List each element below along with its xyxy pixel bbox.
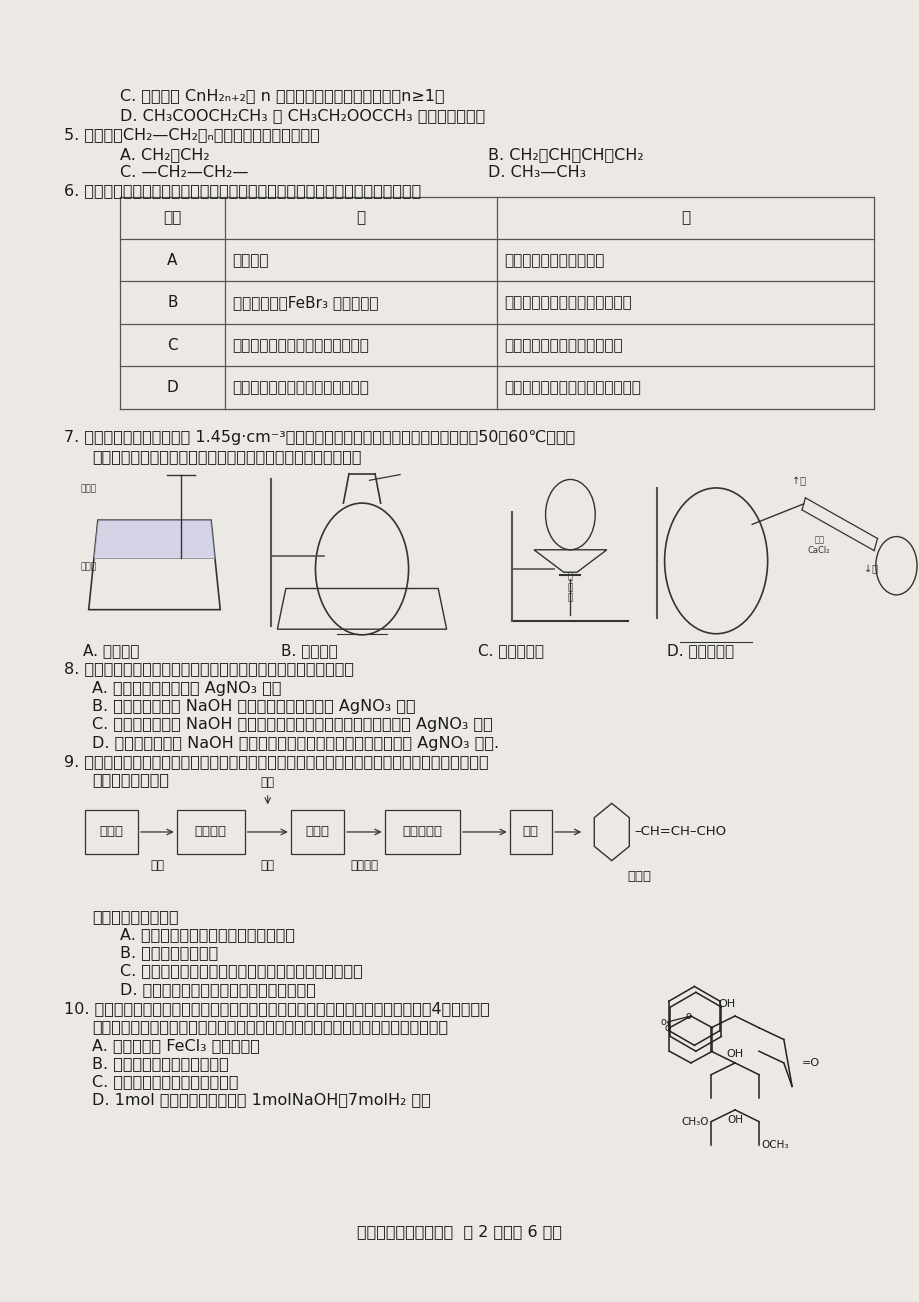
Text: 浓硫酸: 浓硫酸 [81, 562, 96, 572]
Text: OH: OH [726, 1049, 743, 1060]
Text: 鬼臼毒素具有抗肿瘤、抗菌、抗病毒等作用，分子结构如图所示，下列说法错误的是: 鬼臼毒素具有抗肿瘤、抗菌、抗病毒等作用，分子结构如图所示，下列说法错误的是 [92, 1019, 448, 1035]
Text: D: D [166, 380, 178, 395]
Text: 乙醇: 乙醇 [260, 776, 275, 789]
Text: 肉桂皮粉: 肉桂皮粉 [195, 825, 226, 838]
Text: B. 硝化反应: B. 硝化反应 [280, 643, 337, 659]
Text: CH₃O: CH₃O [680, 1117, 708, 1126]
Text: o: o [660, 1017, 666, 1027]
Text: A. CH₂＝CH₂: A. CH₂＝CH₂ [119, 147, 209, 163]
Text: OH: OH [726, 1115, 743, 1125]
Text: 肉桂皮: 肉桂皮 [99, 825, 123, 838]
Text: –CH=CH–CHO: –CH=CH–CHO [634, 825, 726, 838]
Text: o: o [685, 1012, 691, 1021]
Text: 8. 为了检验某氯代烃中的氯元素，现进行如下操作，其中合理的是: 8. 为了检验某氯代烃中的氯元素，现进行如下操作，其中合理的是 [64, 661, 354, 677]
Text: ↓水: ↓水 [863, 564, 877, 574]
Text: 乙醇在灼热铜丝存在下与氧气反应: 乙醇在灼热铜丝存在下与氧气反应 [504, 380, 641, 395]
Text: 肉桂油: 肉桂油 [305, 825, 329, 838]
Text: B: B [167, 296, 177, 310]
Text: A. 该有机物遇 FeCl₃ 溶液显紫色: A. 该有机物遇 FeCl₃ 溶液显紫色 [92, 1038, 259, 1053]
Text: A. 取氯代烃少许，加入 AgNO₃ 溶液: A. 取氯代烃少许，加入 AgNO₃ 溶液 [92, 681, 281, 697]
Text: OH: OH [718, 999, 734, 1009]
Text: o: o [664, 1023, 669, 1032]
Text: 溴乙烷和氢氧化钠醇溶液（加热）: 溴乙烷和氢氧化钠醇溶液（加热） [233, 380, 369, 395]
Text: 苯与溴水: 苯与溴水 [233, 253, 268, 268]
Bar [85, 810, 138, 854]
Text: 乙: 乙 [680, 211, 689, 225]
Text: B. 取氯代烃少许与 NaOH 水溶液共煮，然后加入 AgNO₃ 溶液: B. 取氯代烃少许与 NaOH 水溶液共煮，然后加入 AgNO₃ 溶液 [92, 699, 415, 715]
Text: B. 该有机物可以与金属钠反应: B. 该有机物可以与金属钠反应 [92, 1056, 229, 1072]
Text: 无水
CaCl₂: 无水 CaCl₂ [807, 535, 830, 555]
Text: 乙酸乙酯和氢氧化钠溶液（加热）: 乙酸乙酯和氢氧化钠溶液（加热） [233, 337, 369, 353]
Text: C. 符合通式 CnH₂ₙ₊₂且 n 不同的烃，一定属于同系物（n≥1）: C. 符合通式 CnH₂ₙ₊₂且 n 不同的烃，一定属于同系物（n≥1） [119, 89, 444, 104]
Text: 10. 新型冠状病毒肺炎疫情发生以来，科学和医学界积极寻找能够治疗病毒的药物。4－去甲基表: 10. 新型冠状病毒肺炎疫情发生以来，科学和医学界积极寻找能够治疗病毒的药物。4… [64, 1001, 490, 1017]
Text: C. 红外光谱可检测出肉桂醛分子中含有碳碳双键和醛基: C. 红外光谱可检测出肉桂醛分子中含有碳碳双键和醛基 [119, 963, 362, 979]
Text: 涤分离、干燥蒸馏等步骤。下列图示装置和原理能达到目的的是: 涤分离、干燥蒸馏等步骤。下列图示装置和原理能达到目的的是 [92, 449, 361, 465]
Text: 甲: 甲 [356, 211, 365, 225]
Text: 下列说法不正确的是: 下列说法不正确的是 [92, 909, 178, 924]
Text: B. 肉桂醛可溶于乙醇: B. 肉桂醛可溶于乙醇 [119, 945, 218, 961]
Bar [176, 810, 244, 854]
Text: 乙烯通入酸性高锰酸钾溶液中: 乙烯通入酸性高锰酸钾溶液中 [504, 337, 622, 353]
Bar [290, 810, 344, 854]
Bar [384, 810, 460, 854]
Text: 甲苯与液溴（FeBr₃ 作催化剂）: 甲苯与液溴（FeBr₃ 作催化剂） [233, 296, 378, 310]
Text: D. 1mol 该有机物最多可以和 1molNaOH，7molH₂ 反应: D. 1mol 该有机物最多可以和 1molNaOH，7molH₂ 反应 [92, 1092, 430, 1108]
Text: 选项: 选项 [163, 211, 181, 225]
Text: 9. 肉桂皮是肉桂树的树皮，常被用作药物和食用香料，有效成分为肉桂醛。从肉桂皮中提取肉桂醛: 9. 肉桂皮是肉桂树的树皮，常被用作药物和食用香料，有效成分为肉桂醛。从肉桂皮中… [64, 754, 489, 769]
Polygon shape [94, 519, 215, 557]
Text: 高二化学试题（选修）  第 2 页（共 6 页）: 高二化学试题（选修） 第 2 页（共 6 页） [357, 1224, 562, 1240]
Text: 过滤: 过滤 [260, 859, 275, 872]
Text: 浓硝酸: 浓硝酸 [81, 484, 96, 493]
Text: =O: =O [800, 1059, 819, 1068]
Text: 5. 结构为【CH₂—CH₂】ₙ的高分子化合物的单体是: 5. 结构为【CH₂—CH₂】ₙ的高分子化合物的单体是 [64, 128, 320, 143]
Text: C: C [167, 337, 177, 353]
Text: A: A [167, 253, 177, 268]
Text: C. 取氯代烃少许与 NaOH 水溶液共煮后，加入稀硝酸酸化，再加入 AgNO₃ 溶液: C. 取氯代烃少许与 NaOH 水溶液共煮后，加入稀硝酸酸化，再加入 AgNO₃… [92, 717, 493, 733]
Text: 有
机
层: 有 机 层 [567, 573, 573, 603]
Text: C. 该有机物可以与氢氧化钠反应: C. 该有机物可以与氢氧化钠反应 [92, 1074, 238, 1090]
Text: ↑水: ↑水 [790, 477, 805, 487]
Text: 肉桂醛: 肉桂醛 [627, 870, 651, 883]
Text: D. CH₃—CH₃: D. CH₃—CH₃ [487, 165, 585, 181]
Text: 研磨: 研磨 [150, 859, 165, 872]
Text: 氯乙烯与氢气（催化剂、加热）: 氯乙烯与氢气（催化剂、加热） [504, 296, 631, 310]
Text: D. 取氯代烃少许与 NaOH 水溶液共煮后，加入稀盐酸酸化，再加入 AgNO₃ 溶液.: D. 取氯代烃少许与 NaOH 水溶液共煮后，加入稀盐酸酸化，再加入 AgNO₃… [92, 736, 499, 751]
Text: 的主要流程如下：: 的主要流程如下： [92, 772, 169, 788]
Text: 精制: 精制 [522, 825, 539, 838]
Bar [509, 810, 551, 854]
Text: C. —CH₂—CH₂—: C. —CH₂—CH₂— [119, 165, 248, 181]
Text: 7. 实验室制备硝基苯（密度 1.45g·cm⁻³，不溶于水）时，经过配制混酸、硝化反应（50～60℃）、洗: 7. 实验室制备硝基苯（密度 1.45g·cm⁻³，不溶于水）时，经过配制混酸、… [64, 430, 575, 445]
Text: A. 肉桂醛可用作食品添加剂但不应过量: A. 肉桂醛可用作食品添加剂但不应过量 [119, 927, 294, 943]
Text: D. CH₃COOCH₂CH₃ 和 CH₃CH₂OOCCH₃ 互为同分异构体: D. CH₃COOCH₂CH₃ 和 CH₃CH₂OOCCH₃ 互为同分异构体 [119, 108, 484, 124]
Text: D. 蒸馏硝基苯: D. 蒸馏硝基苯 [666, 643, 733, 659]
Text: 肉桂醛粗品: 肉桂醛粗品 [402, 825, 442, 838]
Text: D. 肉桂醛长期置于空气中容易发生还原反应: D. 肉桂醛长期置于空气中容易发生还原反应 [119, 982, 315, 997]
Text: 乙烯与溴的四氯化碳溶液: 乙烯与溴的四氯化碳溶液 [504, 253, 604, 268]
Text: B. CH₂＝CH－CH＝CH₂: B. CH₂＝CH－CH＝CH₂ [487, 147, 642, 163]
Text: 减压蒸馏: 减压蒸馏 [350, 859, 378, 872]
Text: OCH₃: OCH₃ [761, 1141, 789, 1150]
Text: C. 分离硝基苯: C. 分离硝基苯 [478, 643, 544, 659]
Text: A. 配制混酸: A. 配制混酸 [83, 643, 139, 659]
Text: 6. 下列各组物质能够发生化学反应，且甲组发生取代反应、乙组发生加成反应的是: 6. 下列各组物质能够发生化学反应，且甲组发生取代反应、乙组发生加成反应的是 [64, 184, 421, 199]
